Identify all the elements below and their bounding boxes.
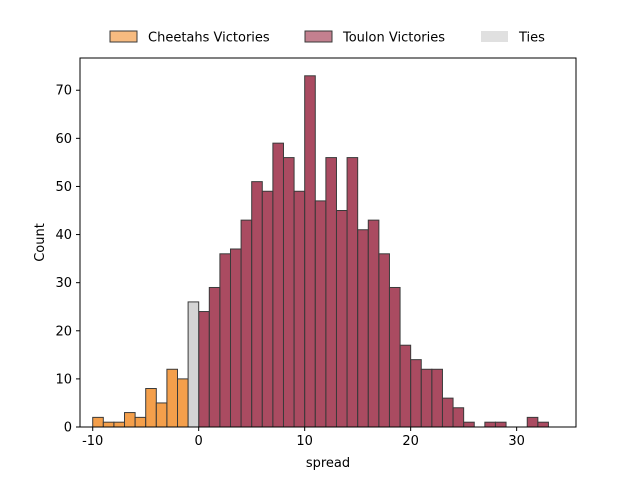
legend-swatch bbox=[109, 30, 138, 43]
bar bbox=[388, 286, 401, 428]
bar bbox=[155, 402, 168, 428]
legend-label: Ties bbox=[518, 31, 545, 46]
bar bbox=[357, 229, 369, 428]
bar bbox=[441, 397, 454, 428]
x-axis: -10 0 10 20 30 bbox=[82, 427, 525, 449]
y-tick-label: 20 bbox=[55, 324, 72, 339]
legend-label: Cheetahs Victories bbox=[148, 31, 270, 46]
bar bbox=[367, 219, 380, 428]
bar bbox=[399, 344, 412, 428]
y-tick-label: 50 bbox=[55, 180, 72, 195]
bar bbox=[208, 286, 221, 428]
bar bbox=[145, 388, 157, 428]
x-tick-label: 0 bbox=[195, 434, 203, 449]
bar bbox=[240, 219, 253, 428]
bar bbox=[420, 368, 433, 428]
y-tick-label: 70 bbox=[55, 84, 72, 99]
bar bbox=[410, 359, 422, 428]
bar bbox=[251, 181, 263, 428]
bar bbox=[282, 157, 295, 428]
legend-label: Toulon Victories bbox=[342, 31, 445, 46]
y-tick-label: 30 bbox=[55, 276, 72, 291]
bar bbox=[494, 421, 507, 428]
x-tick-label: 20 bbox=[402, 434, 419, 449]
bar bbox=[484, 421, 496, 428]
bar bbox=[272, 142, 284, 428]
y-axis-label: Count bbox=[33, 223, 48, 262]
plot-frame bbox=[79, 57, 577, 428]
bar bbox=[314, 200, 327, 428]
x-tick-label: 10 bbox=[296, 434, 313, 449]
bar bbox=[452, 407, 465, 428]
y-tick-label: 0 bbox=[64, 421, 72, 436]
bar bbox=[166, 368, 179, 428]
x-tick-label: 30 bbox=[508, 434, 525, 449]
bar bbox=[526, 416, 539, 428]
bar bbox=[198, 311, 210, 428]
bar bbox=[346, 157, 359, 428]
bar bbox=[325, 157, 337, 428]
y-tick-label: 60 bbox=[55, 132, 72, 147]
bar bbox=[124, 412, 136, 428]
y-tick-label: 40 bbox=[55, 228, 72, 243]
bars bbox=[92, 75, 549, 428]
bar bbox=[463, 421, 475, 428]
bar bbox=[187, 301, 200, 428]
bar bbox=[261, 190, 274, 428]
bar bbox=[219, 253, 231, 428]
x-tick-label: -10 bbox=[82, 434, 103, 449]
bar bbox=[537, 421, 549, 428]
legend-swatch bbox=[481, 31, 508, 42]
bar bbox=[229, 248, 242, 428]
bar bbox=[304, 75, 316, 428]
bar bbox=[177, 378, 189, 428]
bar bbox=[431, 368, 443, 428]
legend-swatch bbox=[304, 30, 333, 43]
y-axis: 0 10 20 30 40 50 60 70 bbox=[55, 84, 80, 436]
bar bbox=[293, 190, 306, 428]
bar bbox=[102, 421, 115, 428]
x-axis-label: spread bbox=[306, 456, 350, 471]
bar bbox=[378, 253, 390, 428]
bar bbox=[113, 421, 126, 428]
bar bbox=[92, 416, 104, 428]
y-tick-label: 10 bbox=[55, 372, 72, 387]
bar bbox=[134, 416, 147, 428]
legend: Cheetahs Victories Toulon Victories Ties bbox=[109, 30, 545, 46]
bar bbox=[335, 210, 348, 428]
